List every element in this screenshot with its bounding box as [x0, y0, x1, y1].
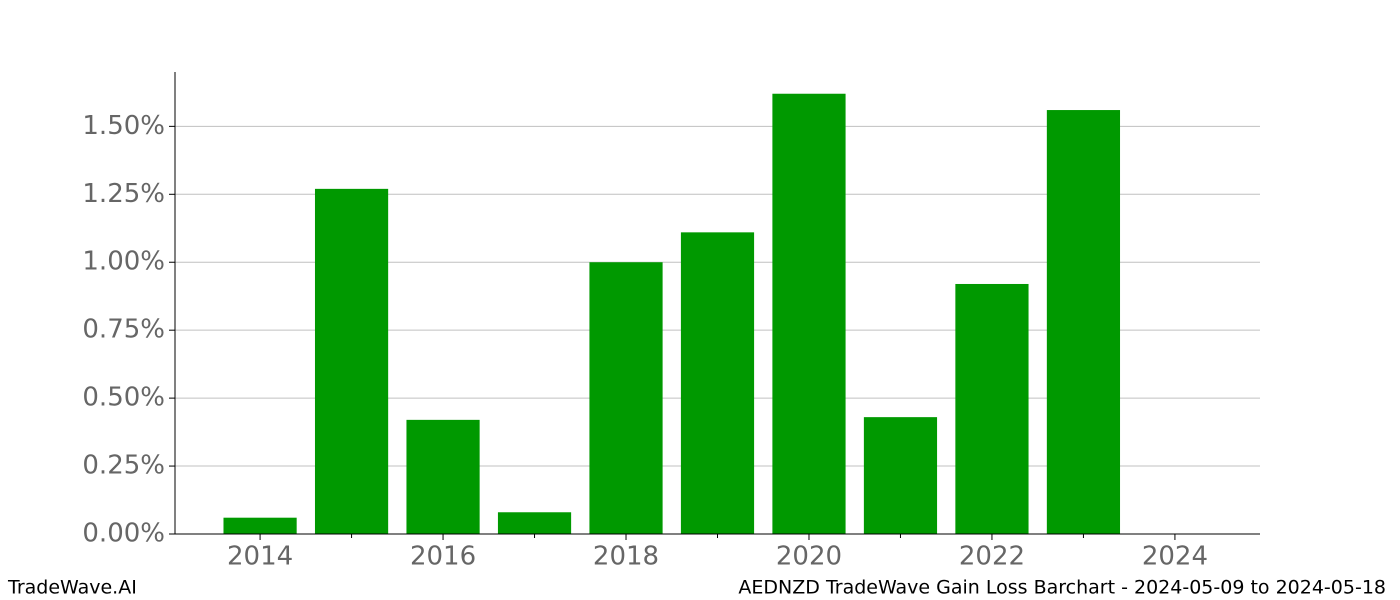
y-tick-label: 0.75% — [82, 315, 165, 345]
x-tick-label: 2024 — [1142, 542, 1208, 572]
x-tick-label: 2020 — [776, 542, 842, 572]
bar — [314, 188, 389, 534]
bar — [863, 417, 938, 534]
bar — [772, 93, 846, 534]
y-tick-label: 0.00% — [82, 519, 165, 549]
chart-title: AEDNZD TradeWave Gain Loss Barchart - 20… — [738, 577, 1386, 599]
y-tick-label: 1.00% — [82, 247, 165, 277]
x-tick-label: 2022 — [959, 542, 1025, 572]
y-tick-label: 1.50% — [82, 111, 165, 141]
x-tick-label: 2018 — [593, 542, 659, 572]
bar — [955, 283, 1029, 534]
bar — [589, 262, 663, 534]
bar — [680, 232, 755, 534]
y-tick-label: 1.25% — [82, 179, 165, 209]
bar — [223, 517, 297, 534]
bar — [497, 512, 572, 534]
source: TradeWave.AI — [7, 577, 137, 599]
x-tick-label: 2016 — [410, 542, 476, 572]
bar — [1046, 110, 1121, 534]
y-tick-label: 0.25% — [82, 451, 165, 481]
y-tick-label: 0.50% — [82, 383, 165, 413]
x-tick-label: 2014 — [227, 542, 293, 572]
bar — [406, 419, 480, 534]
